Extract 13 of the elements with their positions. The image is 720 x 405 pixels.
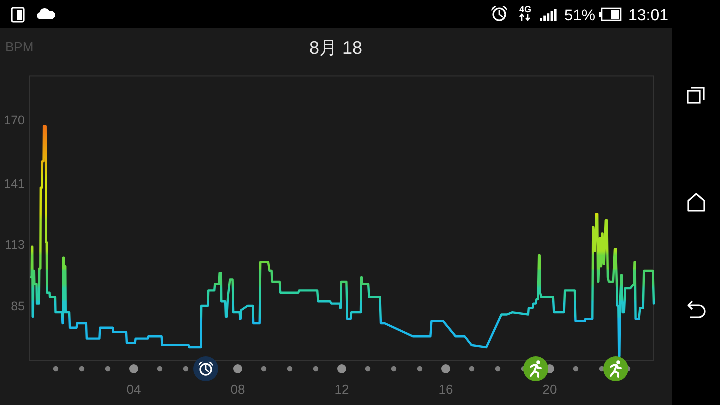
y-tick-label: 170	[4, 113, 25, 128]
annotation: 13:01	[628, 8, 669, 24]
x-tick-label: 08	[230, 382, 246, 397]
y-tick-label: 85	[11, 300, 25, 314]
y-tick-label: 113	[5, 238, 25, 252]
x-tick-label: 20	[542, 382, 558, 397]
title: 8月 18	[309, 38, 363, 58]
y-tick-label: 141	[4, 176, 25, 191]
annotation: 4G	[520, 4, 532, 14]
x-tick-label: 16	[438, 382, 454, 397]
annotation: 51%	[564, 8, 596, 24]
x-tick-label: 04	[126, 382, 142, 397]
x-tick-label: 12	[334, 382, 350, 397]
